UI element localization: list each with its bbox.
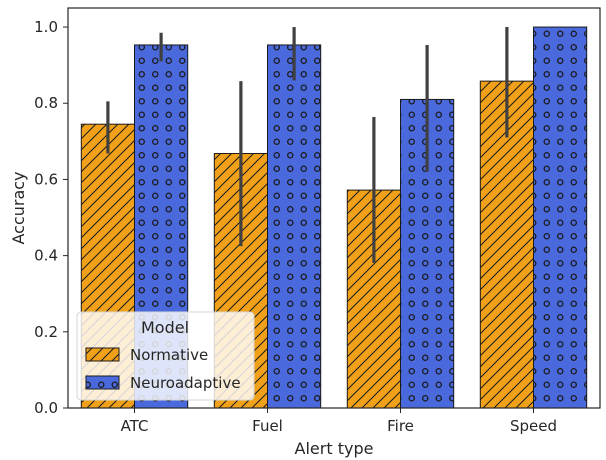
y-tick-label: 0.8 xyxy=(34,94,58,112)
legend-swatch-neuroadaptive xyxy=(85,375,120,390)
x-tick-label-fuel: Fuel xyxy=(252,417,283,435)
x-tick-label-atc: ATC xyxy=(121,417,149,435)
legend-box xyxy=(76,311,255,401)
y-tick-label: 1.0 xyxy=(34,18,58,36)
x-axis: ATC Fuel Fire Speed xyxy=(121,408,557,435)
x-axis-label: Alert type xyxy=(295,439,374,458)
plot-frame xyxy=(67,7,601,409)
bar-neuroadaptive-speed xyxy=(533,26,588,409)
y-tick-label: 0.6 xyxy=(34,170,58,188)
legend-label-normative: Normative xyxy=(130,346,208,364)
y-axis-label: Accuracy xyxy=(9,171,28,244)
legend-swatch-normative xyxy=(85,347,120,362)
legend-label-neuroadaptive: Neuroadaptive xyxy=(130,374,241,392)
y-tick-label: 0.0 xyxy=(34,399,58,417)
y-tick-label: 0.2 xyxy=(34,323,58,341)
y-tick-label: 0.4 xyxy=(34,247,58,265)
x-tick-label-speed: Speed xyxy=(510,417,557,435)
legend: Model Normative Neuroadaptive xyxy=(76,311,255,401)
y-axis: 0.0 0.2 0.4 0.6 0.8 1.0 xyxy=(34,18,68,417)
x-tick-label-fire: Fire xyxy=(387,417,414,435)
error-bars-layer xyxy=(106,27,509,263)
bar-neuroadaptive-fuel xyxy=(267,44,322,409)
legend-title: Model xyxy=(141,318,189,337)
